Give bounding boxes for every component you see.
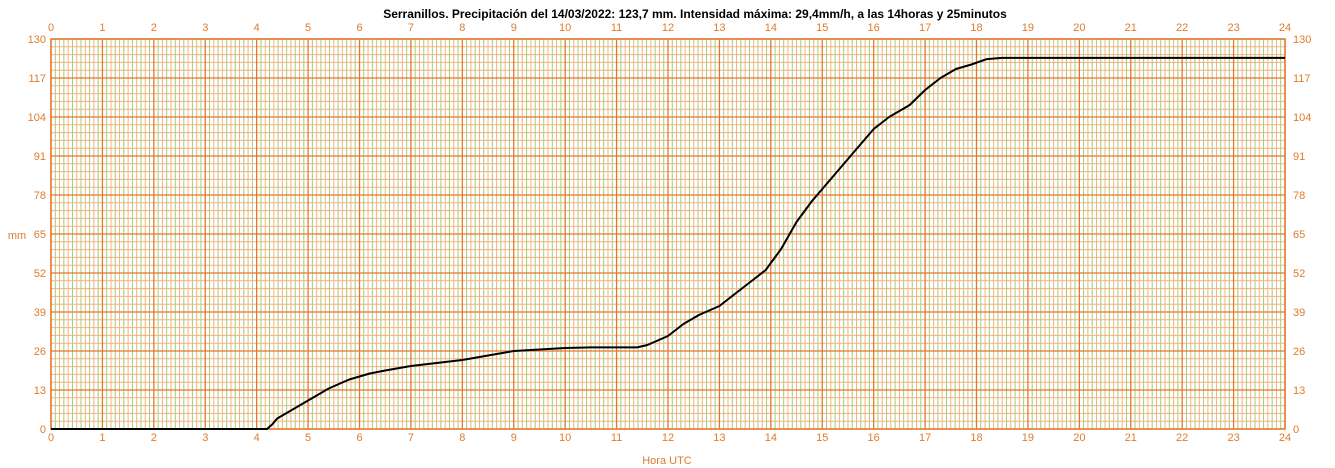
y-tick-label-right: 117 (1293, 73, 1311, 85)
y-tick-label-right: 65 (1293, 229, 1305, 241)
x-tick-label-top: 24 (1279, 22, 1291, 34)
x-tick-label-top: 11 (611, 22, 622, 34)
y-tick-label: 104 (28, 112, 46, 124)
x-tick-label: 8 (459, 432, 465, 444)
x-tick-label: 12 (662, 432, 674, 444)
x-tick-label: 20 (1073, 432, 1085, 444)
y-tick-label-right: 104 (1293, 112, 1311, 124)
x-tick-label: 16 (868, 432, 880, 444)
x-tick-label: 11 (611, 432, 622, 444)
x-tick-label-top: 12 (662, 22, 674, 34)
x-tick-label-top: 14 (765, 22, 777, 34)
x-tick-label: 4 (254, 432, 260, 444)
y-tick-label: 13 (34, 385, 46, 397)
y-tick-label: 0 (40, 424, 46, 436)
y-tick-label: 52 (34, 268, 46, 280)
x-tick-label: 24 (1279, 432, 1291, 444)
x-tick-label: 23 (1227, 432, 1239, 444)
y-tick-label-right: 0 (1293, 424, 1299, 436)
x-tick-label: 14 (765, 432, 777, 444)
x-tick-label-top: 19 (1022, 22, 1034, 34)
x-tick-label-top: 1 (99, 22, 105, 34)
x-tick-label-top: 2 (151, 22, 157, 34)
y-axis-label: mm (8, 230, 26, 242)
x-tick-label: 3 (202, 432, 208, 444)
x-tick-label-top: 4 (254, 22, 260, 34)
x-tick-label: 21 (1125, 432, 1137, 444)
x-tick-label-top: 15 (816, 22, 828, 34)
chart-title: Serranillos. Precipitación del 14/03/202… (383, 7, 1007, 21)
y-tick-label-right: 26 (1293, 346, 1305, 358)
x-tick-label: 10 (559, 432, 571, 444)
x-tick-label-top: 9 (511, 22, 517, 34)
x-tick-label: 5 (305, 432, 311, 444)
x-tick-label-top: 23 (1227, 22, 1239, 34)
x-tick-label-top: 7 (408, 22, 414, 34)
x-tick-label: 18 (970, 432, 982, 444)
x-tick-label: 13 (713, 432, 725, 444)
x-tick-label: 6 (356, 432, 362, 444)
x-tick-label-top: 22 (1176, 22, 1188, 34)
x-tick-label-top: 20 (1073, 22, 1085, 34)
y-tick-label-right: 91 (1293, 151, 1305, 163)
x-tick-label: 15 (816, 432, 828, 444)
x-tick-label-top: 16 (868, 22, 880, 34)
x-tick-label: 19 (1022, 432, 1034, 444)
x-tick-label-top: 8 (459, 22, 465, 34)
y-tick-label-right: 52 (1293, 268, 1305, 280)
x-tick-label-top: 5 (305, 22, 311, 34)
plot-frame (50, 38, 1286, 430)
grid (50, 38, 1286, 430)
y-tick-label-right: 13 (1293, 385, 1305, 397)
x-tick-label: 2 (151, 432, 157, 444)
y-tick-label: 65 (34, 229, 46, 241)
x-tick-label-top: 0 (48, 22, 54, 34)
x-tick-label-top: 18 (970, 22, 982, 34)
y-tick-label: 39 (34, 307, 46, 319)
y-tick-label: 130 (28, 34, 46, 46)
y-tick-label-right: 130 (1293, 34, 1311, 46)
y-tick-label: 117 (28, 73, 46, 85)
y-tick-label: 26 (34, 346, 46, 358)
y-tick-label: 91 (34, 151, 46, 163)
y-tick-label-right: 78 (1293, 190, 1305, 202)
x-tick-label: 0 (48, 432, 54, 444)
x-tick-label: 1 (99, 432, 105, 444)
x-tick-label-top: 6 (356, 22, 362, 34)
x-tick-label: 9 (511, 432, 517, 444)
y-tick-label: 78 (34, 190, 46, 202)
x-tick-label-top: 10 (559, 22, 571, 34)
x-tick-label: 22 (1176, 432, 1188, 444)
x-tick-label-top: 17 (919, 22, 931, 34)
series-line-0 (51, 56, 1285, 430)
x-tick-label-top: 13 (713, 22, 725, 34)
y-tick-label-right: 39 (1293, 307, 1305, 319)
x-axis-label: Hora UTC (642, 455, 692, 467)
x-tick-label: 7 (408, 432, 414, 444)
x-tick-label-top: 3 (202, 22, 208, 34)
x-tick-label: 17 (919, 432, 931, 444)
x-tick-label-top: 21 (1125, 22, 1137, 34)
